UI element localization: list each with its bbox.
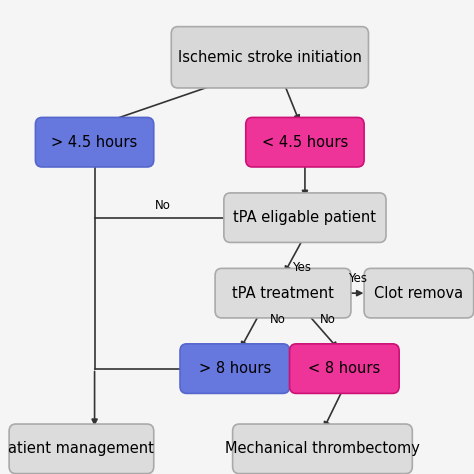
FancyBboxPatch shape	[364, 268, 474, 318]
Text: tPA treatment: tPA treatment	[232, 286, 334, 301]
Text: Yes: Yes	[292, 261, 311, 274]
FancyBboxPatch shape	[233, 424, 412, 474]
Text: tPA eligable patient: tPA eligable patient	[233, 210, 376, 225]
Text: > 4.5 hours: > 4.5 hours	[52, 135, 138, 150]
Text: > 8 hours: > 8 hours	[199, 361, 271, 376]
FancyBboxPatch shape	[36, 118, 154, 167]
Text: Clot remova: Clot remova	[374, 286, 464, 301]
FancyBboxPatch shape	[290, 344, 399, 393]
Text: < 4.5 hours: < 4.5 hours	[262, 135, 348, 150]
FancyBboxPatch shape	[224, 193, 386, 242]
Text: Mechanical thrombectomy: Mechanical thrombectomy	[225, 441, 420, 456]
Text: atient management: atient management	[9, 441, 155, 456]
Text: < 8 hours: < 8 hours	[308, 361, 381, 376]
FancyBboxPatch shape	[171, 27, 368, 88]
Text: No: No	[270, 313, 286, 326]
FancyBboxPatch shape	[180, 344, 290, 393]
FancyBboxPatch shape	[246, 118, 364, 167]
FancyBboxPatch shape	[215, 268, 351, 318]
Text: No: No	[320, 313, 336, 326]
Text: Ischemic stroke initiation: Ischemic stroke initiation	[178, 50, 362, 65]
Text: Yes: Yes	[348, 272, 367, 285]
FancyBboxPatch shape	[9, 424, 154, 474]
Text: No: No	[155, 199, 171, 212]
